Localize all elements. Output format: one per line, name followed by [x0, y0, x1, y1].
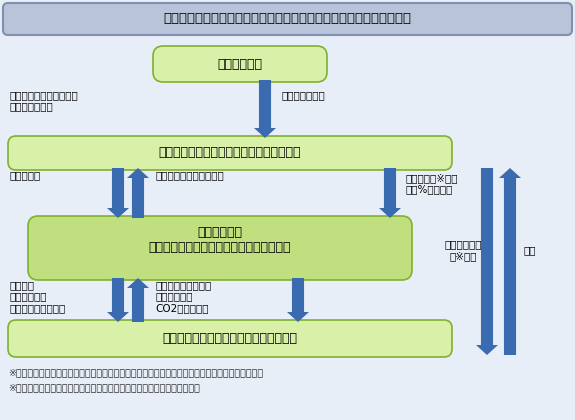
Text: 環境格付
環境投資への
貸付・モニタリング: 環境格付 環境投資への 貸付・モニタリング [10, 280, 66, 313]
Text: モニタリング
（※２）: モニタリング （※２） [444, 239, 482, 261]
Text: ※２　金融機関からのモニタリング結果を検証するとともに、適宜実施。: ※２ 金融機関からのモニタリング結果を検証するとともに、適宜実施。 [8, 383, 200, 392]
FancyBboxPatch shape [8, 136, 452, 170]
Polygon shape [254, 80, 276, 138]
Text: モニタリング結果の報告: モニタリング結果の報告 [155, 170, 224, 180]
FancyBboxPatch shape [153, 46, 327, 82]
Text: 利子補給（※１）
（３%を限度）: 利子補給（※１） （３%を限度） [405, 173, 458, 194]
Polygon shape [287, 278, 309, 322]
FancyBboxPatch shape [28, 216, 412, 280]
Polygon shape [127, 278, 149, 322]
Polygon shape [107, 278, 129, 322]
Text: 貸入返済金及び利息
（通常金利）
CO2排出量報告: 貸入返済金及び利息 （通常金利） CO2排出量報告 [155, 280, 211, 313]
Text: 返還: 返還 [524, 245, 536, 255]
Text: 民間金融機関
（基金設置法人による一般公募での選定）: 民間金融機関 （基金設置法人による一般公募での選定） [149, 226, 292, 254]
Polygon shape [107, 168, 129, 218]
Text: 日本環境協会（環境保全型経営促進基金）: 日本環境協会（環境保全型経営促進基金） [159, 147, 301, 160]
Text: ※１　企業は金融機関に、代理申請・受理その他利子補給金の交付に関する一切の手続きを委任。: ※１ 企業は金融機関に、代理申請・受理その他利子補給金の交付に関する一切の手続き… [8, 368, 263, 377]
Polygon shape [499, 168, 521, 355]
FancyBboxPatch shape [8, 320, 452, 357]
Polygon shape [127, 168, 149, 218]
Polygon shape [476, 168, 498, 355]
Text: 利子補給対象者（環境配慮型融資企業）: 利子補給対象者（環境配慮型融資企業） [163, 331, 297, 344]
Text: 京都議定書目標達成特別支援無利子融資（利子補給）制度スキーム図: 京都議定書目標達成特別支援無利子融資（利子補給）制度スキーム図 [163, 13, 411, 26]
Text: 金融機関選定基準の提示
等の指導・監督: 金融機関選定基準の提示 等の指導・監督 [10, 90, 79, 112]
FancyBboxPatch shape [3, 3, 572, 35]
Polygon shape [379, 168, 401, 218]
Text: 国（環境省）: 国（環境省） [217, 58, 263, 71]
Text: 出資（補助金）: 出資（補助金） [282, 90, 326, 100]
Text: 公募・選定: 公募・選定 [10, 170, 41, 180]
